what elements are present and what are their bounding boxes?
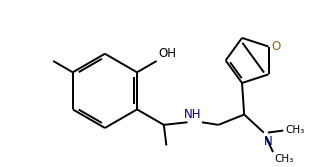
Text: CH₃: CH₃ [285,125,304,135]
Text: CH₃: CH₃ [274,154,294,164]
Text: OH: OH [158,47,176,60]
Text: N: N [264,135,273,148]
Text: O: O [272,40,281,53]
Text: NH: NH [184,108,201,121]
